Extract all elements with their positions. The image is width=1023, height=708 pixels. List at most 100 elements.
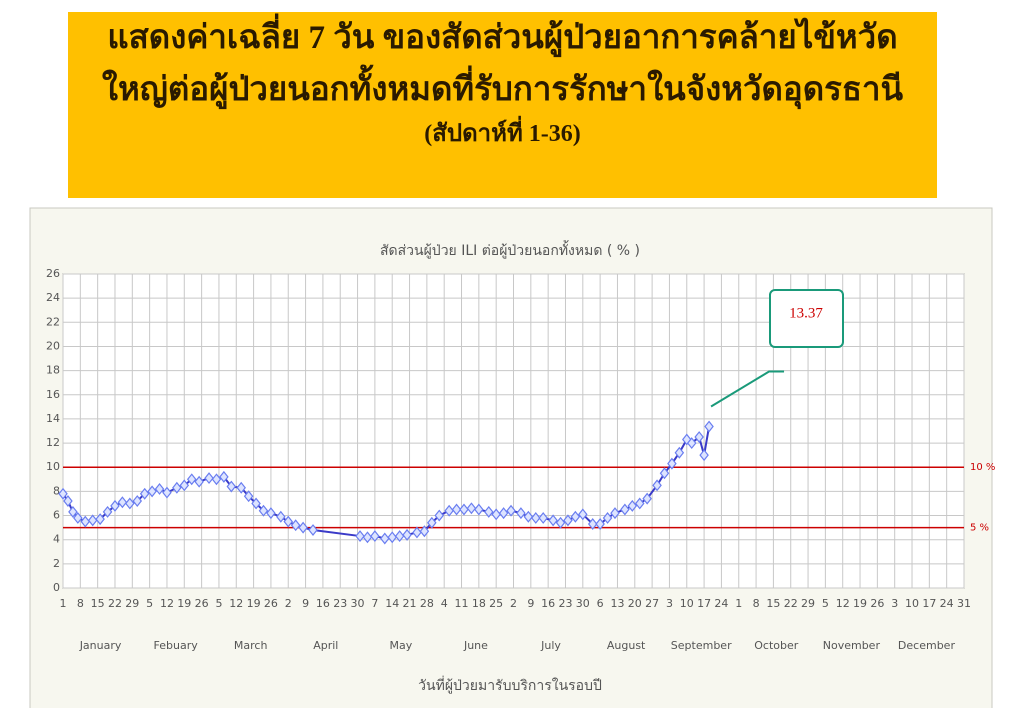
x-tick-label: 22 [784,597,798,610]
x-tick-label: 12 [229,597,243,610]
data-point [258,504,269,517]
data-point [498,507,509,520]
x-tick-label: 21 [403,597,417,610]
x-tick-label: 19 [247,597,261,610]
x-tick-label: 24 [714,597,728,610]
data-point [194,475,204,488]
x-tick-label: 6 [597,597,604,610]
data-point [211,473,222,486]
data-point [548,514,558,527]
data-point [362,531,373,544]
y-tick-label: 8 [53,484,60,497]
x-tick-label: 5 [215,597,222,610]
x-tick-label: 16 [541,597,555,610]
x-tick-label: 9 [527,597,534,610]
data-point [427,516,437,529]
y-tick-label: 20 [46,339,60,352]
data-point [308,524,318,536]
data-point [283,515,294,528]
x-axis-title: วันที่ผู้ป่วยมารับบริการในรอบปี [418,676,602,694]
reference-label: 5 % [970,523,989,534]
data-point [474,503,484,516]
x-tick-label: 27 [645,597,659,610]
y-tick-label: 26 [46,267,60,280]
data-point [387,531,397,544]
data-point [682,433,692,446]
data-point [58,487,68,500]
data-point [154,483,165,495]
x-tick-label: 2 [285,597,292,610]
data-point [226,480,237,493]
data-point [251,497,261,510]
chart-panel [29,207,993,708]
x-tick-label: 26 [264,597,278,610]
data-point [117,496,128,509]
data-point [298,521,308,534]
x-tick-label: 30 [351,597,365,610]
data-point [459,503,469,516]
x-tick-label: 14 [385,597,399,610]
month-label: March [234,639,268,652]
data-point [483,505,494,518]
x-tick-label: 17 [922,597,936,610]
data-point [394,530,405,543]
data-point [686,437,697,450]
data-point [506,504,516,517]
data-point [95,513,105,526]
callout-pointer [710,370,785,408]
reference-label: 10 % [970,462,995,473]
x-tick-label: 10 [905,597,919,610]
data-point [627,499,638,512]
x-tick-label: 16 [316,597,330,610]
month-label: Febuary [154,639,199,652]
data-point [68,505,78,518]
month-label: June [463,639,488,652]
x-tick-label: 1 [735,597,742,610]
x-tick-label: 9 [302,597,309,610]
y-tick-label: 2 [53,557,60,570]
data-point [652,479,662,492]
month-label: January [79,639,122,652]
data-point [370,530,380,543]
x-tick-label: 19 [177,597,191,610]
data-point [578,508,588,521]
data-point [595,518,605,530]
data-point [634,497,645,510]
x-tick-label: 17 [697,597,711,610]
data-point [538,511,548,524]
banner-line: ใหญ่ต่อผู้ป่วยนอกทั้งหมดที่รับการรักษาใน… [101,72,904,108]
month-label: April [313,639,338,652]
y-tick-label: 14 [46,412,60,425]
x-tick-label: 11 [455,597,469,610]
data-point [380,532,390,545]
callout-box [769,289,844,348]
x-tick-label: 23 [333,597,347,610]
x-tick-label: 30 [576,597,590,610]
data-point [355,530,365,543]
month-label: September [671,639,732,652]
data-point [125,497,135,510]
data-point [610,507,620,520]
y-tick-label: 12 [46,436,60,449]
data-point [243,490,254,503]
data-point [290,519,301,532]
data-point [402,528,412,541]
data-point [659,467,670,480]
data-point [531,511,541,524]
x-tick-label: 4 [441,597,448,610]
x-tick-label: 31 [957,597,971,610]
y-tick-label: 16 [46,388,60,401]
data-point [674,446,685,459]
x-tick-label: 25 [489,597,503,610]
data-point [451,503,462,516]
data-point [147,485,157,498]
y-tick-label: 24 [46,291,60,304]
x-tick-label: 5 [822,597,829,610]
x-tick-label: 7 [371,597,378,610]
data-point [587,518,598,530]
x-tick-label: 12 [160,597,174,610]
x-tick-label: 20 [628,597,642,610]
data-point [110,499,120,512]
x-tick-label: 15 [766,597,780,610]
data-point [491,508,501,521]
